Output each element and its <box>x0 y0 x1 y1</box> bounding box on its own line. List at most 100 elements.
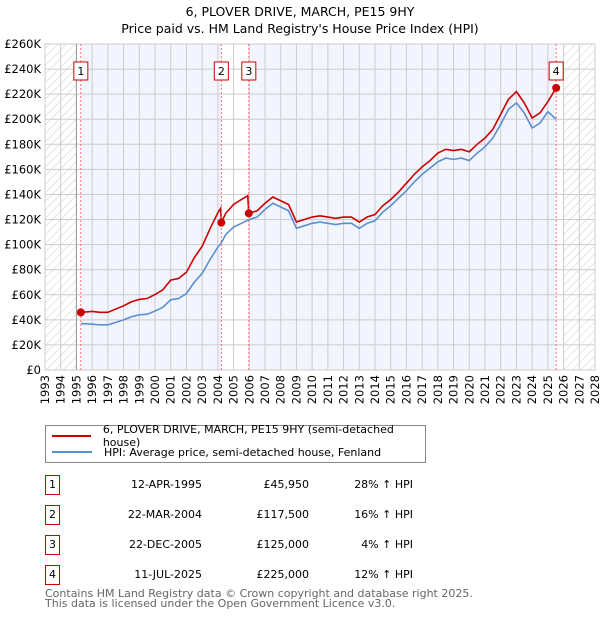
sale-row: 3 22-DEC-2005 £125,000 4% ↑ HPI <box>45 535 445 555</box>
sale-label: 1 <box>77 65 84 78</box>
x-tick-label: 2002 <box>179 375 193 404</box>
y-tick-label: £200K <box>4 112 41 126</box>
footer: Contains HM Land Registry data © Crown c… <box>45 587 473 610</box>
sale-date: 22-DEC-2005 <box>128 538 202 551</box>
sale-number: 1 <box>45 475 60 495</box>
y-tick-label: £60K <box>12 288 42 302</box>
chart-title: 6, PLOVER DRIVE, MARCH, PE15 9HY Price p… <box>0 3 600 37</box>
legend-label: HPI: Average price, semi-detached house,… <box>104 445 382 459</box>
sale-date: 11-JUL-2025 <box>134 568 202 581</box>
x-tick-label: 1999 <box>132 375 146 404</box>
y-tick-label: £160K <box>4 162 41 176</box>
x-tick-label: 2004 <box>211 375 225 404</box>
x-tick-label: 2022 <box>494 375 508 404</box>
legend-item-property: 6, PLOVER DRIVE, MARCH, PE15 9HY (semi-d… <box>46 423 425 449</box>
y-tick-label: £180K <box>4 137 41 151</box>
x-tick-label: 1996 <box>85 375 99 404</box>
subtitle: Price paid vs. HM Land Registry's House … <box>121 21 479 36</box>
sale-point <box>76 308 85 317</box>
x-tick-label: 1995 <box>69 375 83 404</box>
footer-copyright: Contains HM Land Registry data © Crown c… <box>45 587 473 600</box>
x-tick-label: 2001 <box>164 375 178 404</box>
x-tick-label: 2023 <box>509 375 523 404</box>
sale-label-box <box>73 61 89 81</box>
x-tick-label: 1997 <box>101 375 115 404</box>
x-tick-label: 2007 <box>258 375 272 404</box>
sale-hpi-diff: 28% ↑ HPI <box>354 478 413 491</box>
x-tick-label: 2028 <box>588 375 600 404</box>
sale-price: £117,500 <box>256 508 310 521</box>
y-tick-label: £140K <box>4 187 41 201</box>
x-tick-label: 2012 <box>337 375 351 404</box>
y-tick-label: £20K <box>12 338 42 352</box>
legend-item-hpi: HPI: Average price, semi-detached house,… <box>46 444 381 460</box>
sale-hpi-diff: 12% ↑ HPI <box>354 568 413 581</box>
sale-point <box>217 218 226 227</box>
y-tick-label: £220K <box>4 87 41 101</box>
x-tick-label: 2008 <box>274 375 288 404</box>
price-paid-line <box>80 87 557 314</box>
sale-label-box <box>241 61 257 81</box>
x-tick-label: 2017 <box>415 375 429 404</box>
sale-number: 3 <box>45 535 60 555</box>
red-swatch <box>52 435 91 437</box>
x-tick-label: 2013 <box>352 375 366 404</box>
sale-row: 1 12-APR-1995 £45,950 28% ↑ HPI <box>45 475 445 495</box>
legend-label: 6, PLOVER DRIVE, MARCH, PE15 9HY (semi-d… <box>102 423 394 449</box>
x-tick-label: 2020 <box>462 375 476 404</box>
x-tick-label: 2000 <box>148 375 162 404</box>
x-tick-label: 2024 <box>525 375 539 404</box>
sale-label: 4 <box>553 65 560 78</box>
footer-licence: This data is licensed under the Open Gov… <box>45 597 396 610</box>
sale-point <box>244 209 253 218</box>
y-tick-label: £80K <box>12 263 42 277</box>
blue-swatch <box>52 451 92 453</box>
x-tick-label: 2021 <box>478 375 492 404</box>
hpi-line <box>80 101 557 326</box>
sale-number: 4 <box>45 565 60 585</box>
x-tick-label: 2003 <box>195 375 209 404</box>
sale-date: 22-MAR-2004 <box>127 508 202 521</box>
sale-price: £225,000 <box>256 568 310 581</box>
x-tick-label: 2011 <box>321 375 335 404</box>
sale-date: 12-APR-1995 <box>130 478 202 491</box>
sale-label: 2 <box>218 65 225 78</box>
x-tick-label: 2010 <box>305 375 319 404</box>
sale-price: £125,000 <box>256 538 310 551</box>
x-tick-label: 2025 <box>541 375 555 404</box>
shaded-band <box>248 44 557 370</box>
x-tick-label: 2019 <box>447 375 461 404</box>
y-tick-label: £120K <box>4 213 41 227</box>
sale-price: £45,950 <box>263 478 310 491</box>
title: 6, PLOVER DRIVE, MARCH, PE15 9HY <box>185 4 415 19</box>
x-tick-label: 1993 <box>38 375 52 404</box>
y-tick-label: £40K <box>12 313 42 327</box>
plot-border <box>44 43 596 371</box>
y-tick-label: £260K <box>4 37 41 51</box>
sale-hpi-diff: 4% ↑ HPI <box>361 538 413 551</box>
sale-number: 2 <box>45 505 60 525</box>
x-tick-label: 1998 <box>117 375 131 404</box>
y-tick-label: £240K <box>4 62 41 76</box>
sale-label: 3 <box>245 65 252 78</box>
shaded-band <box>80 44 222 370</box>
x-tick-label: 2016 <box>399 375 413 404</box>
x-tick-label: 2026 <box>557 375 571 404</box>
sale-row: 4 11-JUL-2025 £225,000 12% ↑ HPI <box>45 565 445 585</box>
x-tick-label: 2005 <box>227 375 241 404</box>
x-tick-label: 2015 <box>384 375 398 404</box>
x-tick-label: 2014 <box>368 375 382 404</box>
sale-row: 2 22-MAR-2004 £117,500 16% ↑ HPI <box>45 505 445 525</box>
sale-label-box <box>548 61 564 81</box>
x-tick-label: 2018 <box>431 375 445 404</box>
y-tick-label: £0 <box>26 363 41 377</box>
x-tick-label: 2027 <box>572 375 586 404</box>
x-tick-label: 1994 <box>54 375 68 404</box>
x-tick-label: 2009 <box>289 375 303 404</box>
price-chart: 1 2 3 4 1993 1994 1995 1996 1997 1998 1999 2000 2001… <box>4 37 600 404</box>
y-tick-label: £100K <box>4 238 41 252</box>
sale-point <box>552 83 561 92</box>
x-tick-label: 2006 <box>242 375 256 404</box>
sale-hpi-diff: 16% ↑ HPI <box>354 508 413 521</box>
sale-label-box <box>213 61 229 81</box>
